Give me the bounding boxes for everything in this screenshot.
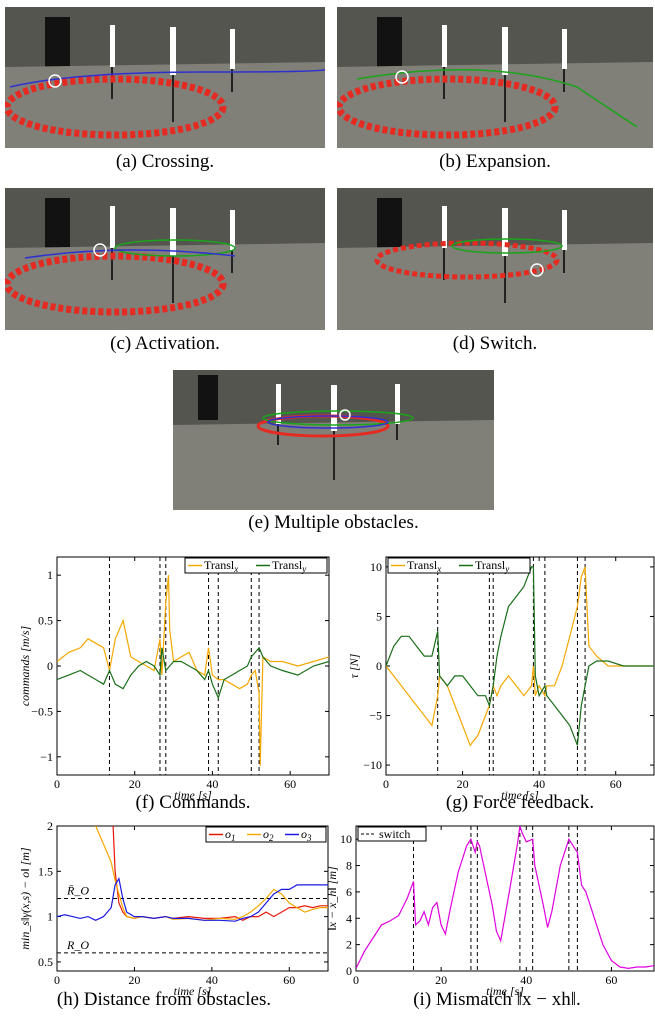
x-tick-label: 20: [129, 777, 141, 791]
legend-label: o2: [263, 827, 274, 843]
y-tick-label: −5: [369, 709, 382, 723]
caption-c: (c) Activation.: [110, 333, 220, 354]
plot-area: [57, 826, 328, 954]
caption-i: (i) Mismatch ‖x − xh‖.: [413, 989, 581, 1010]
x-tick-label: 40: [520, 973, 532, 987]
x-axis-label: time [s]: [486, 984, 524, 998]
photo-crossing: [5, 7, 325, 148]
legend-label: o3: [301, 827, 312, 843]
legend-label: Translx: [407, 558, 441, 574]
series-line-o_3: [57, 876, 328, 922]
plot-frame: [355, 825, 655, 972]
caption-e: (e) Multiple obstacles.: [248, 512, 419, 533]
photo-crossing-image: [5, 7, 325, 148]
photo-activation-image: [5, 188, 325, 330]
y-tick-label: 10: [370, 560, 382, 574]
x-tick-label: 0: [54, 973, 60, 987]
plot-area: [356, 826, 654, 971]
photo-switch: [337, 188, 653, 330]
chart-force-feedback: 0 20 40 60 −10 −5 0 5 10 time [s] τ [N] Translx Tran…: [347, 556, 655, 802]
x-axis-label: time [s]: [174, 984, 212, 998]
y-tick-label: 0: [346, 964, 352, 978]
y-tick-label: 10: [340, 832, 352, 846]
photo-expansion-image: [337, 7, 653, 148]
y-tick-label: 0: [47, 659, 53, 673]
plot-distance-obstacles: 0 20 40 60 0.5 1 1.5 2 time [s] min_s‖γ(x,s) − o‖…: [0, 818, 330, 998]
y-tick-label: 0.5: [38, 955, 53, 969]
plot-commands: 0 20 40 60 −1 −0.5 0 0.5 1 time [s] commands [m/s]…: [0, 545, 330, 802]
photo-switch-image: [337, 188, 653, 330]
threshold-label: R_O: [66, 938, 89, 952]
y-tick-label: 4: [346, 911, 352, 925]
legend-label: Translx: [204, 558, 238, 574]
y-tick-label: 0: [376, 659, 382, 673]
x-tick-label: 20: [128, 973, 140, 987]
plot-area: [386, 557, 654, 775]
photo-activation: [5, 188, 325, 330]
legend-label: o1: [225, 827, 236, 843]
series-line-o_2: [95, 826, 328, 921]
series-line-Transl_x: [386, 566, 654, 747]
series-line-Transl_y: [57, 646, 329, 700]
photo-multiple-obstacles: [173, 370, 494, 510]
x-axis-label: time [s]: [174, 788, 212, 802]
x-tick-label: 0: [383, 777, 389, 791]
x-axis-label: time [s]: [501, 788, 539, 802]
legend-label: switch: [379, 827, 410, 841]
y-tick-label: 1: [47, 910, 53, 924]
y-tick-label: 8: [346, 859, 352, 873]
y-tick-label: −0.5: [31, 704, 53, 718]
y-tick-label: 5: [376, 609, 382, 623]
plot-mismatch: 0 20 40 60 0 2 4 6 8 10 time [s] ‖x − x_h‖ [m] switc…: [325, 818, 655, 998]
y-tick-label: 6: [346, 885, 352, 899]
x-tick-label: 0: [353, 973, 359, 987]
y-axis-label: τ [N]: [347, 653, 361, 678]
plot-frame: [56, 556, 330, 776]
caption-a: (a) Crossing.: [115, 151, 215, 172]
x-tick-label: 40: [206, 777, 218, 791]
photo-expansion: [337, 7, 653, 148]
chart-mismatch: 0 20 40 60 0 2 4 6 8 10 time [s] ‖x − x_h‖ [m] switc…: [325, 825, 655, 998]
y-axis-label: min_s‖γ(x,s) − o‖ [m]: [18, 847, 32, 950]
legend-box: [357, 826, 427, 842]
legend-box: [205, 826, 327, 843]
x-tick-label: 40: [206, 973, 218, 987]
threshold-label: R̄_O: [66, 884, 89, 898]
x-tick-label: 60: [283, 973, 295, 987]
chart-distance-obstacles: 0 20 40 60 0.5 1 1.5 2 time [s] min_s‖γ(x,s) − o‖…: [18, 819, 329, 998]
series-line-Transl_x: [57, 575, 329, 766]
x-tick-label: 0: [54, 777, 60, 791]
legend-label: Transly: [475, 558, 509, 574]
y-tick-label: −10: [363, 758, 382, 772]
caption-g: (g) Force feedback.: [445, 792, 595, 813]
y-tick-label: 1: [47, 568, 53, 582]
y-tick-label: 0.5: [38, 614, 53, 628]
photo-multiple-obstacles-image: [173, 370, 494, 510]
x-tick-label: 60: [610, 777, 622, 791]
caption-f: (f) Commands.: [135, 792, 251, 813]
x-tick-label: 20: [457, 777, 469, 791]
x-tick-label: 60: [284, 777, 296, 791]
caption-d: (d) Switch.: [452, 333, 538, 354]
y-tick-label: −1: [40, 750, 53, 764]
caption-b: (b) Expansion.: [439, 151, 551, 172]
x-tick-label: 60: [605, 973, 617, 987]
x-tick-label: 20: [435, 973, 447, 987]
chart-commands: 0 20 40 60 −1 −0.5 0 0.5 1 time [s] commands [m/s]…: [18, 556, 330, 802]
plot-area: [57, 557, 329, 775]
x-tick-label: 40: [533, 777, 545, 791]
y-axis-label: commands [m/s]: [18, 626, 32, 707]
y-tick-label: 2: [47, 819, 53, 833]
series-line-Transl_y: [386, 566, 654, 746]
plot-force-feedback: 0 20 40 60 −10 −5 0 5 10 time [s] τ [N] Translx Tran…: [330, 545, 655, 802]
y-tick-label: 1.5: [38, 864, 53, 878]
y-tick-label: 2: [346, 938, 352, 952]
series-line-mismatch: [356, 826, 654, 970]
caption-h: (h) Distance from obstacles.: [56, 989, 272, 1010]
legend-label: Transly: [272, 558, 306, 574]
y-axis-label: ‖x − x_h‖ [m]: [325, 866, 339, 931]
